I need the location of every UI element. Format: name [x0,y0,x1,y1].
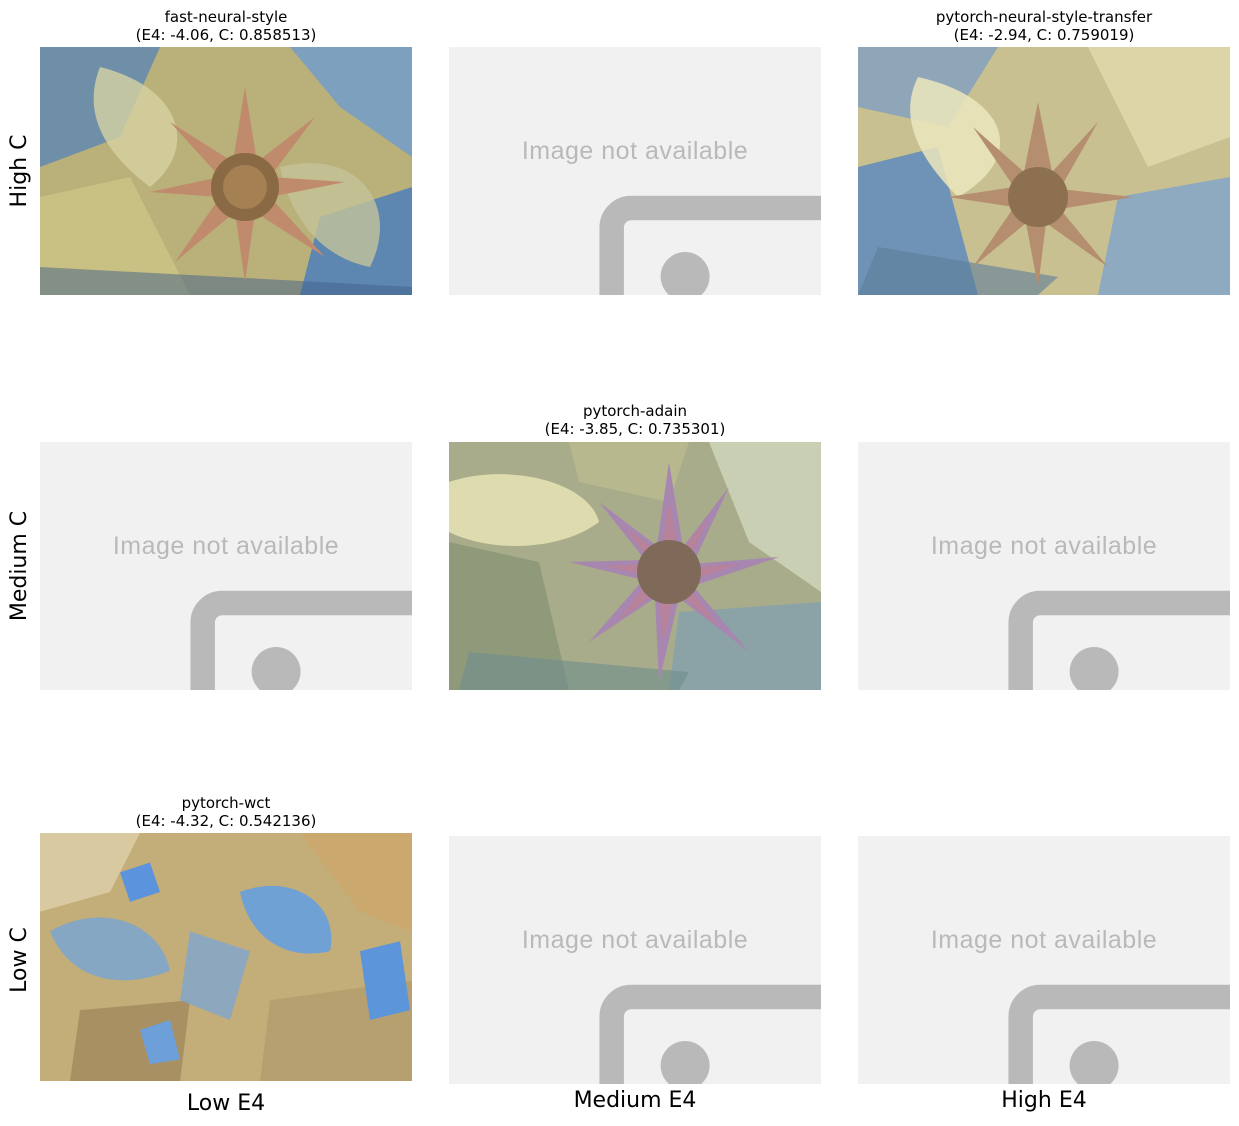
row-label-medium-c: Medium C [7,510,32,622]
column-label-low-e4: Low E4 [186,1091,266,1116]
image-not-available-placeholder: Image not available [449,47,821,295]
column-label-medium-e4: Medium E4 [573,1088,697,1113]
image-placeholder-icon [1008,984,1230,1084]
placeholder-text: Image not available [521,137,749,165]
placeholder-text: Image not available [930,532,1158,560]
image-not-available-placeholder: Image not available [40,442,412,690]
row-label-low-c: Low C [7,927,32,993]
method-name: pytorch-wct [181,794,271,812]
method-metrics: (E4: -2.94, C: 0.759019) [953,26,1135,44]
image-placeholder-icon [190,590,412,690]
panel-title-fast-neural-style: fast-neural-style (E4: -4.06, C: 0.85851… [40,8,412,44]
method-name: pytorch-neural-style-transfer [935,8,1153,26]
panel-title-pytorch-wct: pytorch-wct (E4: -4.32, C: 0.542136) [40,794,412,830]
placeholder-text: Image not available [112,532,340,560]
panel-title-pytorch-adain: pytorch-adain (E4: -3.85, C: 0.735301) [449,402,821,438]
placeholder-text: Image not available [930,926,1158,954]
method-metrics: (E4: -3.85, C: 0.735301) [544,420,726,438]
image-placeholder-icon [1008,590,1230,690]
method-name: pytorch-adain [582,402,688,420]
placeholder-text: Image not available [521,926,749,954]
row-label-high-c: High C [7,134,32,208]
column-label-high-e4: High E4 [1001,1088,1087,1113]
image-not-available-placeholder: Image not available [858,442,1230,690]
panel-title-pytorch-neural-style-transfer: pytorch-neural-style-transfer (E4: -2.94… [858,8,1230,44]
image-not-available-placeholder: Image not available [858,836,1230,1084]
stylized-image-fast-neural-style [40,47,412,295]
stylized-image-pytorch-adain [449,442,821,690]
stylized-image-pytorch-wct [40,833,412,1081]
stylized-image-pytorch-neural-style-transfer [858,47,1230,295]
image-placeholder-icon [599,195,821,295]
method-metrics: (E4: -4.06, C: 0.858513) [135,26,317,44]
image-not-available-placeholder: Image not available [449,836,821,1084]
method-name: fast-neural-style [164,8,288,26]
method-metrics: (E4: -4.32, C: 0.542136) [135,812,317,830]
image-placeholder-icon [599,984,821,1084]
